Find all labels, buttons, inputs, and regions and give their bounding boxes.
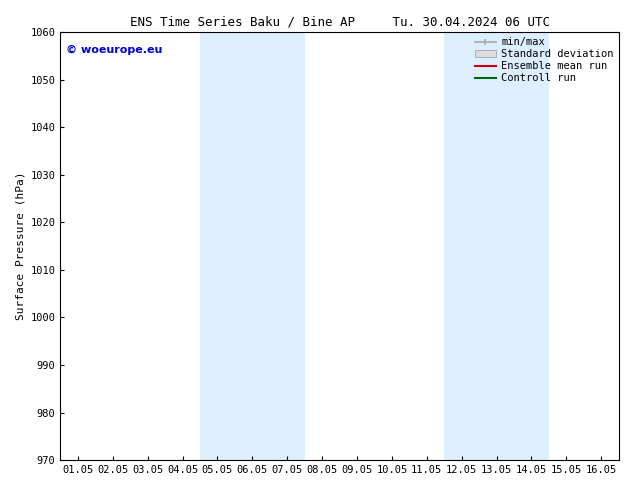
Bar bbox=[444, 32, 549, 460]
Legend: min/max, Standard deviation, Ensemble mean run, Controll run: min/max, Standard deviation, Ensemble me… bbox=[472, 34, 617, 87]
Text: © woeurope.eu: © woeurope.eu bbox=[66, 45, 162, 55]
Bar bbox=[200, 32, 305, 460]
Y-axis label: Surface Pressure (hPa): Surface Pressure (hPa) bbox=[15, 172, 25, 320]
Title: ENS Time Series Baku / Bine AP     Tu. 30.04.2024 06 UTC: ENS Time Series Baku / Bine AP Tu. 30.04… bbox=[129, 15, 550, 28]
